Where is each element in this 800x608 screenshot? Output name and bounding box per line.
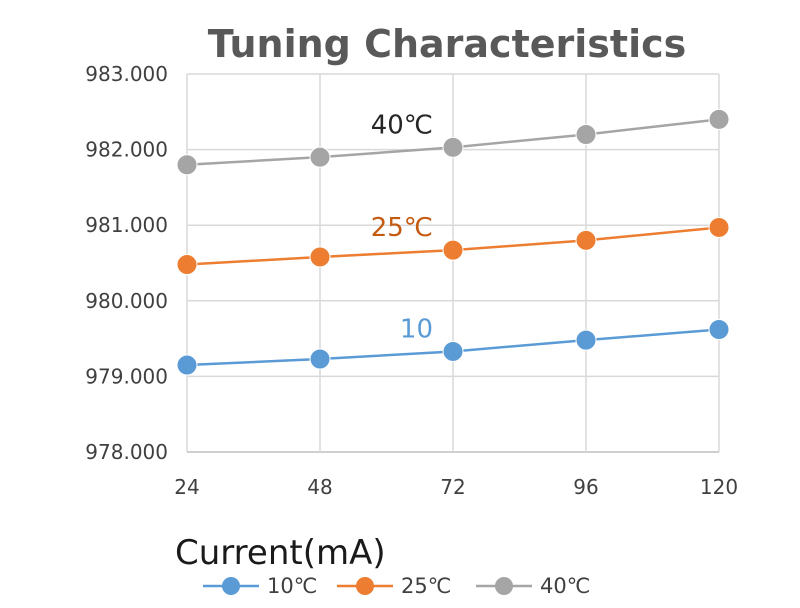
series-annotation: 40℃ xyxy=(371,110,433,140)
legend-label: 40℃ xyxy=(540,574,590,598)
legend: 10℃ 25℃ 40℃ xyxy=(203,574,590,598)
legend-label: 10℃ xyxy=(267,574,317,598)
series-group xyxy=(176,108,730,376)
y-tick-label: 981.000 xyxy=(85,213,168,237)
grid xyxy=(186,73,720,453)
x-tick-label: 72 xyxy=(440,475,465,499)
x-tick-label: 120 xyxy=(700,475,738,499)
y-tick-label: 978.000 xyxy=(85,440,168,464)
y-tick-label: 980.000 xyxy=(85,289,168,313)
legend-marker xyxy=(356,577,374,595)
series-annotation: 10 xyxy=(400,314,433,344)
chart-title: Tuning Characteristics xyxy=(208,22,687,66)
data-point xyxy=(708,319,730,341)
legend-marker xyxy=(495,577,513,595)
data-point xyxy=(708,216,730,238)
data-point xyxy=(575,123,597,145)
series-annotation: 25℃ xyxy=(371,213,433,243)
series-annotations: 10 25℃ 40℃ xyxy=(371,110,433,344)
y-tick-label: 982.000 xyxy=(85,138,168,162)
data-point xyxy=(575,229,597,251)
x-tick-label: 96 xyxy=(573,475,598,499)
legend-marker xyxy=(222,577,240,595)
data-point xyxy=(176,154,198,176)
x-axis-title: Current(mA) xyxy=(175,533,386,573)
data-point xyxy=(176,354,198,376)
y-tick-label: 983.000 xyxy=(85,62,168,86)
data-point xyxy=(442,136,464,158)
data-point xyxy=(442,239,464,261)
data-point xyxy=(575,329,597,351)
y-tick-label: 979.000 xyxy=(85,364,168,388)
data-point xyxy=(176,254,198,276)
x-tick-label: 24 xyxy=(174,475,199,499)
data-point xyxy=(309,146,331,168)
data-point xyxy=(442,340,464,362)
x-tick-label: 48 xyxy=(307,475,332,499)
data-point xyxy=(309,348,331,370)
y-axis-ticks: 978.000 979.000 980.000 981.000 982.000 983.0… xyxy=(85,62,168,464)
x-axis-ticks: 24 48 72 96 120 xyxy=(174,475,738,499)
data-point xyxy=(708,108,730,130)
data-point xyxy=(309,246,331,268)
legend-label: 25℃ xyxy=(401,574,451,598)
